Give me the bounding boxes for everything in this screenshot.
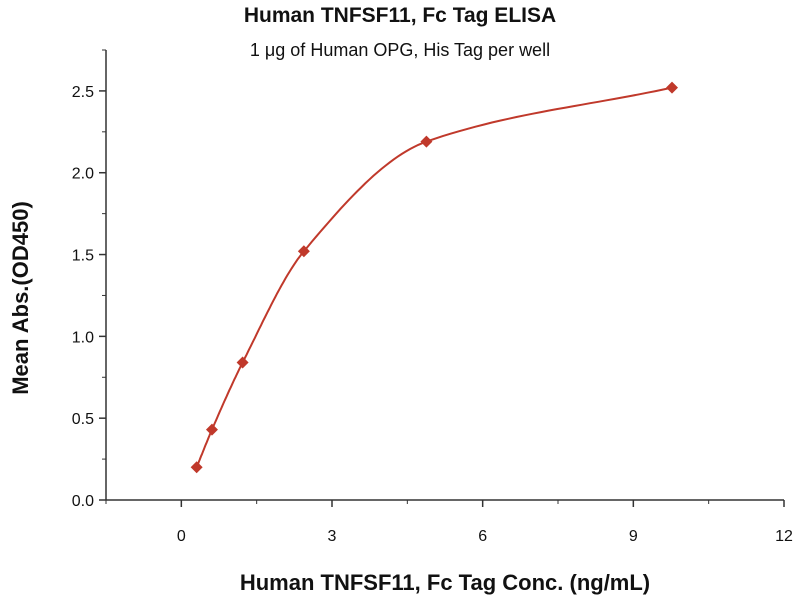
- data-point: [205, 423, 218, 436]
- y-axis-title: Mean Abs.(OD450): [8, 201, 33, 395]
- fit-curve: [195, 86, 673, 468]
- chart-subtitle: 1 μg of Human OPG, His Tag per well: [249, 40, 551, 60]
- data-point: [420, 135, 433, 148]
- chart-title: Human TNFSF11, Fc Tag ELISA: [243, 4, 557, 27]
- x-ticks: 0 3 6 9 12: [105, 500, 793, 545]
- y-tick-label: 2.0: [72, 166, 94, 183]
- x-tick-label: 3: [328, 528, 337, 545]
- data-point: [190, 461, 203, 474]
- data-point: [666, 81, 679, 94]
- x-tick-label: 6: [478, 528, 487, 545]
- data-point: [297, 245, 310, 258]
- y-tick-label: 0.0: [72, 493, 94, 510]
- x-tick-label: 12: [775, 528, 793, 545]
- y-tick-label: 2.5: [72, 84, 94, 101]
- y-ticks: 0.0 0.5 1.0 1.5 2.0 2.5: [72, 49, 106, 510]
- x-tick-label: 9: [629, 528, 638, 545]
- y-tick-label: 1.5: [72, 248, 94, 265]
- x-tick-label: 0: [177, 528, 186, 545]
- x-axis-title: Human TNFSF11, Fc Tag Conc. (ng/mL): [240, 570, 650, 595]
- data-point: [236, 356, 249, 369]
- y-tick-label: 0.5: [72, 411, 94, 428]
- data-points: [190, 81, 679, 474]
- axes: [105, 50, 784, 501]
- y-tick-label: 1.0: [72, 329, 94, 346]
